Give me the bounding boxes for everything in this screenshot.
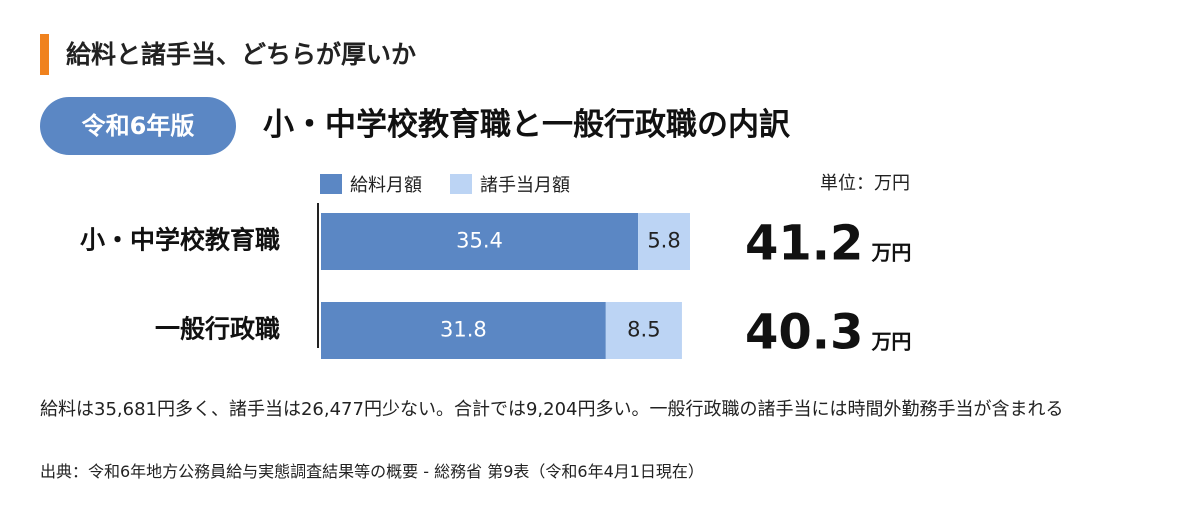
total-unit: 万円	[870, 241, 911, 265]
category-label: 小・中学校教育職	[80, 226, 280, 255]
chart-legend: 給料月額 諸手当月額	[320, 170, 598, 198]
legend-item-allowance: 諸手当月額	[450, 171, 570, 197]
bar-segment-salary	[321, 302, 606, 359]
header-title: 給料と諸手当、どちらが厚いか	[66, 40, 417, 69]
total-number: 41.2	[745, 216, 863, 272]
legend-swatch-allowance	[450, 174, 472, 194]
total-number: 40.3	[745, 305, 863, 361]
bar-value-label: 8.5	[627, 318, 660, 342]
total-value: 41.2 万円	[745, 216, 911, 272]
footnote: 給料は35,681円多く、諸手当は26,477円少ない。合計では9,204円多い…	[40, 399, 1064, 420]
total-unit: 万円	[870, 330, 911, 354]
main-title: 小・中学校教育職と一般行政職の内訳	[263, 107, 790, 143]
total-value: 40.3 万円	[745, 305, 911, 361]
legend-swatch-salary	[320, 174, 342, 194]
bar-value-label: 35.4	[456, 229, 503, 253]
edition-badge: 令和6年版	[40, 97, 236, 155]
bar-value-label: 31.8	[440, 318, 487, 342]
legend-label-salary: 給料月額	[350, 175, 422, 196]
source-citation: 出典：令和6年地方公務員給与実態調査結果等の概要 - 総務省 第9表（令和6年4…	[40, 462, 704, 481]
header-accent-bar	[40, 34, 49, 75]
bar-value-label: 5.8	[647, 229, 680, 253]
bar-segment-allowance	[638, 213, 690, 270]
bar-segment-salary	[321, 213, 639, 270]
legend-item-salary: 給料月額	[320, 171, 422, 197]
category-label: 一般行政職	[155, 315, 280, 344]
bar-segment-allowance	[605, 302, 682, 359]
legend-label-allowance: 諸手当月額	[480, 175, 570, 196]
unit-label: 単位：万円	[820, 173, 910, 194]
